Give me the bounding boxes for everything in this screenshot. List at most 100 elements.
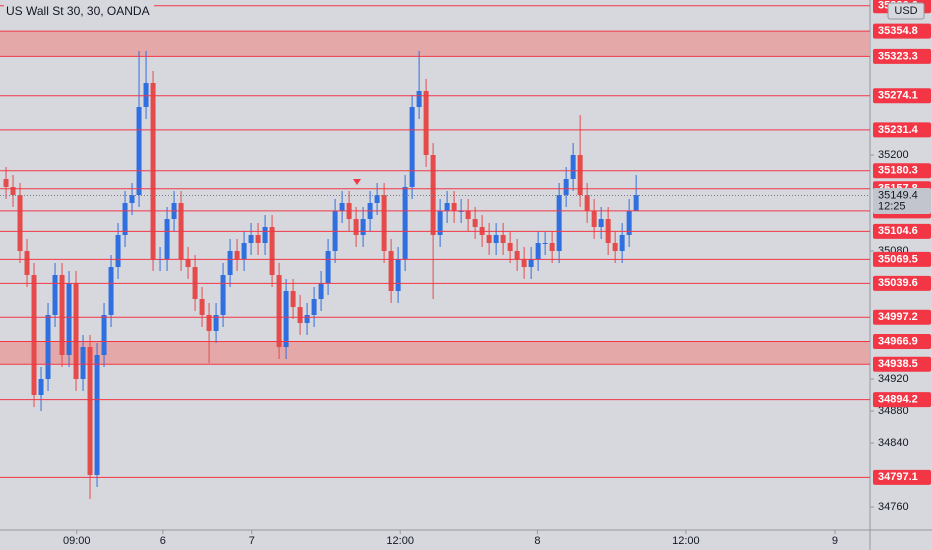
candle-body xyxy=(66,283,72,355)
level-label: 34894.2 xyxy=(878,394,918,406)
candle-body xyxy=(353,219,359,235)
currency-button[interactable] xyxy=(887,2,925,20)
candle-body xyxy=(59,275,65,355)
candle-body xyxy=(465,211,471,219)
x-tick-label: 6 xyxy=(160,535,166,547)
candle-body xyxy=(416,91,422,107)
zone xyxy=(0,31,870,57)
level-label-bg xyxy=(873,333,931,349)
candle-body xyxy=(451,203,457,211)
x-tick-label: 09:00 xyxy=(63,535,91,547)
candle-body xyxy=(269,227,275,275)
chart-title: US Wall St 30, 30, OANDA xyxy=(6,4,150,18)
candle-body xyxy=(339,203,345,211)
level-label-bg xyxy=(873,88,931,104)
candle-body xyxy=(248,235,254,243)
candle-body xyxy=(122,203,128,235)
candle-body xyxy=(3,179,9,187)
level-label-bg xyxy=(873,469,931,485)
candle-body xyxy=(493,235,499,243)
candle-body xyxy=(115,235,121,267)
candle-body xyxy=(297,307,303,323)
candle-body xyxy=(381,195,387,251)
title-bg xyxy=(4,4,154,20)
candle-body xyxy=(73,283,79,379)
level-label-bg xyxy=(873,275,931,291)
current-price-bg xyxy=(873,187,931,214)
candle-body xyxy=(563,179,569,195)
candle-body xyxy=(318,283,324,299)
candle-body xyxy=(143,83,149,107)
candle-body xyxy=(542,243,548,244)
candle-body xyxy=(94,355,100,475)
x-tick-label: 12:00 xyxy=(386,535,414,547)
level-label: 35069.5 xyxy=(878,253,918,265)
candle-body xyxy=(556,195,562,251)
marker xyxy=(353,179,361,185)
candle-body xyxy=(598,219,604,227)
x-tick-label: 8 xyxy=(534,535,540,547)
candle-body xyxy=(290,291,296,307)
candle-body xyxy=(374,195,380,203)
candle-body xyxy=(206,315,212,331)
candle-body xyxy=(535,243,541,259)
level-label-bg xyxy=(873,223,931,239)
level-label: 34997.2 xyxy=(878,311,918,323)
candle-body xyxy=(584,195,590,211)
candle-body xyxy=(17,195,23,251)
level-label-bg xyxy=(873,23,931,39)
candle-body xyxy=(262,227,268,243)
candle-body xyxy=(402,187,408,259)
candle-body xyxy=(458,211,464,212)
candle-body xyxy=(283,291,289,347)
level-label: 35180.3 xyxy=(878,165,918,177)
level-label: 35104.6 xyxy=(878,225,918,237)
current-price-label: 35149.4 xyxy=(878,189,918,201)
candle-body xyxy=(360,219,366,235)
candle-body xyxy=(45,315,51,379)
level-label: 35274.1 xyxy=(878,90,918,102)
x-tick-label: 7 xyxy=(249,535,255,547)
candle-body xyxy=(514,251,520,259)
candle-body xyxy=(570,155,576,179)
candle-body xyxy=(136,107,142,195)
level-label-bg xyxy=(873,122,931,138)
candle-body xyxy=(591,211,597,227)
candle-body xyxy=(430,155,436,235)
candle-body xyxy=(395,259,401,291)
candle-body xyxy=(129,195,135,203)
candle-body xyxy=(486,235,492,243)
currency[interactable]: USD xyxy=(894,5,917,17)
level-label-bg xyxy=(873,163,931,179)
candle-body xyxy=(633,195,639,211)
candle-body xyxy=(325,251,331,283)
candle-body xyxy=(472,219,478,227)
candle-body xyxy=(619,235,625,251)
candle-body xyxy=(52,275,58,315)
candle-body xyxy=(255,235,261,243)
candle-body xyxy=(388,251,394,291)
level-label-bg xyxy=(873,356,931,372)
candle-body xyxy=(304,315,310,323)
candle-body xyxy=(80,347,86,379)
zone xyxy=(0,341,870,365)
candle-body xyxy=(24,251,30,275)
y-tick-label: 34880 xyxy=(878,405,909,417)
candle-body xyxy=(311,299,317,315)
x-tick-label: 12:00 xyxy=(672,535,700,547)
level-label: 34966.9 xyxy=(878,335,918,347)
y-tick-label: 34920 xyxy=(878,373,909,385)
x-tick-label: 9 xyxy=(832,535,838,547)
level-label-bg xyxy=(873,48,931,64)
candle-body xyxy=(521,259,527,267)
level-label: 35231.4 xyxy=(878,124,919,136)
candle-body xyxy=(101,315,107,355)
level-label-bg xyxy=(873,392,931,408)
candle-body xyxy=(199,299,205,315)
candle-body xyxy=(234,251,240,259)
candle-body xyxy=(507,243,513,251)
level-label: 35039.6 xyxy=(878,277,918,289)
candle-body xyxy=(108,267,114,315)
